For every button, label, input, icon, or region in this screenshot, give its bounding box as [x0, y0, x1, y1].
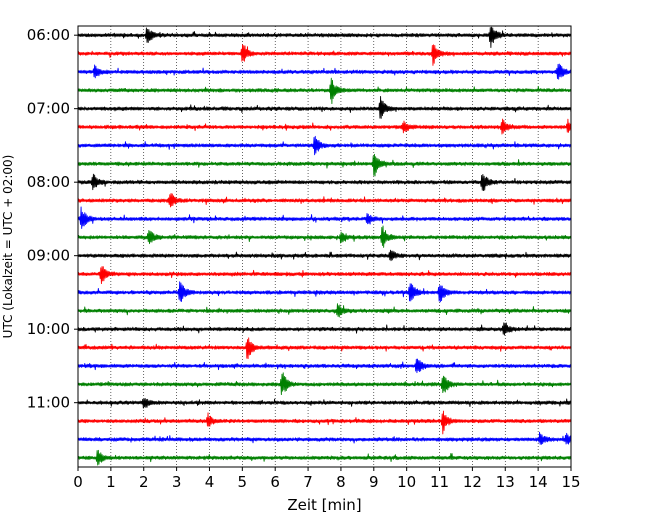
- seismic-trace: [77, 431, 572, 445]
- seismic-trace: [77, 96, 572, 119]
- x-tick-label: 1: [106, 473, 116, 491]
- seismic-trace: [77, 398, 572, 409]
- x-tick-label: 4: [205, 473, 215, 491]
- x-tick-label: 7: [303, 473, 313, 491]
- seismic-trace: [77, 192, 572, 208]
- x-tick-label: 15: [561, 473, 580, 491]
- x-tick-label: 11: [430, 473, 449, 491]
- seismic-trace: [77, 206, 572, 229]
- plot-frame: [77, 25, 572, 468]
- seismic-trace: [77, 449, 572, 466]
- seismic-trace: [77, 44, 572, 66]
- x-axis-label: Zeit [min]: [287, 496, 361, 514]
- y-axis-label: UTC (Lokalzeit = UTC + 02:00): [1, 155, 15, 339]
- seismic-trace: [77, 337, 572, 360]
- seismic-trace: [77, 249, 572, 262]
- x-tick-label: 2: [139, 473, 149, 491]
- seismic-trace: [77, 118, 572, 135]
- seismic-trace: [77, 173, 572, 192]
- y-tick-label: 07:00: [27, 100, 70, 118]
- seismic-trace: [77, 266, 572, 285]
- x-tick-label: 6: [270, 473, 280, 491]
- trace-group: [77, 26, 572, 466]
- y-tick-label: 08:00: [27, 173, 70, 191]
- seismic-trace: [77, 372, 572, 395]
- x-tick-label: 10: [397, 473, 416, 491]
- y-tick-label: 11:00: [27, 394, 70, 412]
- y-tick-label: 06:00: [27, 26, 70, 44]
- seismic-trace: [77, 26, 572, 48]
- y-tick-label: 10:00: [27, 320, 70, 338]
- seismic-trace: [77, 358, 572, 374]
- y-tick-label: 09:00: [27, 247, 70, 265]
- seismic-trace: [77, 281, 572, 303]
- x-tick-label: 8: [336, 473, 346, 491]
- seismic-trace: [77, 63, 572, 80]
- x-tick-label: 9: [369, 473, 379, 491]
- x-tick-label: 14: [529, 473, 548, 491]
- seismic-trace: [77, 135, 572, 156]
- seismic-trace: [77, 153, 572, 177]
- x-tick-label: 12: [463, 473, 482, 491]
- seismic-trace: [77, 322, 572, 336]
- x-tick-label: 13: [496, 473, 515, 491]
- x-axis: 0 1 2 3 4 5 6 7 8 9 10 11 12 13 14 15: [73, 467, 581, 491]
- seismic-trace: [77, 77, 572, 105]
- y-axis: 06:00 07:00 08:00 09:00 10:00 11:00: [27, 26, 78, 412]
- x-tick-label: 0: [73, 473, 83, 491]
- seismic-trace: [77, 303, 572, 318]
- seismic-trace: [77, 410, 572, 435]
- x-tick-label: 3: [172, 473, 182, 491]
- seismic-trace: [77, 225, 572, 248]
- x-tick-label: 5: [238, 473, 248, 491]
